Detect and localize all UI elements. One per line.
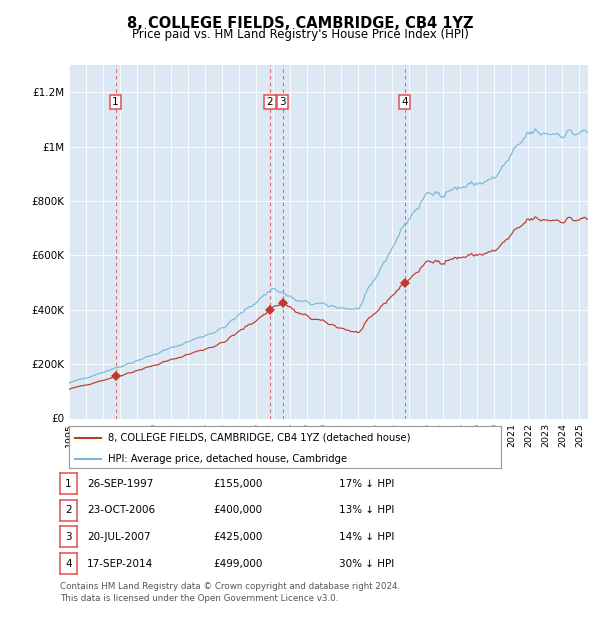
Text: 8, COLLEGE FIELDS, CAMBRIDGE, CB4 1YZ (detached house): 8, COLLEGE FIELDS, CAMBRIDGE, CB4 1YZ (d… xyxy=(108,433,410,443)
Text: HPI: Average price, detached house, Cambridge: HPI: Average price, detached house, Camb… xyxy=(108,454,347,464)
Text: Price paid vs. HM Land Registry's House Price Index (HPI): Price paid vs. HM Land Registry's House … xyxy=(131,28,469,41)
Text: 1: 1 xyxy=(65,479,72,489)
Text: 3: 3 xyxy=(279,97,286,107)
Text: 30% ↓ HPI: 30% ↓ HPI xyxy=(339,559,394,569)
Text: 2: 2 xyxy=(65,505,72,515)
Text: 4: 4 xyxy=(65,559,72,569)
Text: 23-OCT-2006: 23-OCT-2006 xyxy=(87,505,155,515)
Text: £499,000: £499,000 xyxy=(213,559,262,569)
Text: 3: 3 xyxy=(65,532,72,542)
Text: 1: 1 xyxy=(112,97,119,107)
Text: Contains HM Land Registry data © Crown copyright and database right 2024.
This d: Contains HM Land Registry data © Crown c… xyxy=(60,582,400,603)
Text: 13% ↓ HPI: 13% ↓ HPI xyxy=(339,505,394,515)
Text: 26-SEP-1997: 26-SEP-1997 xyxy=(87,479,154,489)
Text: 8, COLLEGE FIELDS, CAMBRIDGE, CB4 1YZ: 8, COLLEGE FIELDS, CAMBRIDGE, CB4 1YZ xyxy=(127,16,473,30)
Text: 17-SEP-2014: 17-SEP-2014 xyxy=(87,559,153,569)
Text: 4: 4 xyxy=(401,97,408,107)
Text: 17% ↓ HPI: 17% ↓ HPI xyxy=(339,479,394,489)
Text: 14% ↓ HPI: 14% ↓ HPI xyxy=(339,532,394,542)
Text: 2: 2 xyxy=(266,97,273,107)
Text: 20-JUL-2007: 20-JUL-2007 xyxy=(87,532,151,542)
Text: £425,000: £425,000 xyxy=(213,532,262,542)
Text: £155,000: £155,000 xyxy=(213,479,262,489)
Text: £400,000: £400,000 xyxy=(213,505,262,515)
